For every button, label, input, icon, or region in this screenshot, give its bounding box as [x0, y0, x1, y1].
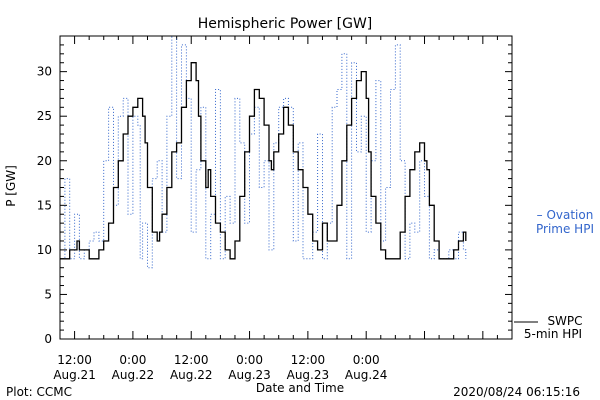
x-tick-label-time: 12:00 — [57, 353, 92, 367]
swpc-series-line — [60, 62, 467, 260]
x-tick-label-date: Aug.21 — [53, 368, 96, 382]
series-layer — [60, 35, 467, 269]
y-axis-ticks: 0 5 10 15 20 25 30 — [37, 35, 512, 346]
x-axis-label: Date and Time — [256, 381, 344, 395]
x-tick-label-time: 12:00 — [174, 353, 209, 367]
y-tick-label: 0 — [44, 332, 52, 346]
swpc-legend-label: SWPC — [547, 314, 582, 328]
x-tick-label-date: Aug.22 — [112, 368, 155, 382]
x-tick-label-time: 0:00 — [119, 353, 146, 367]
plot-credit: Plot: CCMC — [6, 385, 72, 399]
y-tick-label: 15 — [37, 198, 52, 212]
ovation-legend-label-2: Prime HPI — [536, 222, 594, 236]
x-tick-label-date: Aug.22 — [170, 368, 213, 382]
chart-title: Hemispheric Power [GW] — [198, 16, 373, 32]
x-tick-label-date: Aug.23 — [228, 368, 271, 382]
y-tick-label: 25 — [37, 109, 52, 123]
y-tick-label: 10 — [37, 243, 52, 257]
x-axis-ticks: 12:00Aug.210:00Aug.2212:00Aug.220:00Aug.… — [53, 36, 513, 382]
plot-timestamp: 2020/08/24 06:15:16 — [453, 385, 580, 399]
y-tick-label: 5 — [44, 287, 52, 301]
ovation-series-line — [60, 35, 467, 269]
legend: – Ovation Prime HPI SWPC 5-min HPI — [514, 208, 594, 341]
swpc-legend-label-2: 5-min HPI — [524, 327, 582, 341]
x-tick-label-date: Aug.24 — [345, 368, 388, 382]
x-tick-label-time: 0:00 — [236, 353, 263, 367]
y-tick-label: 30 — [37, 65, 52, 79]
y-tick-label: 20 — [37, 154, 52, 168]
x-tick-label-time: 0:00 — [353, 353, 380, 367]
x-tick-label-date: Aug.23 — [287, 368, 330, 382]
x-tick-label-time: 12:00 — [291, 353, 326, 367]
y-axis-label: P [GW] — [4, 165, 18, 207]
ovation-legend-label: – Ovation — [537, 208, 594, 222]
plot-frame — [59, 35, 513, 340]
